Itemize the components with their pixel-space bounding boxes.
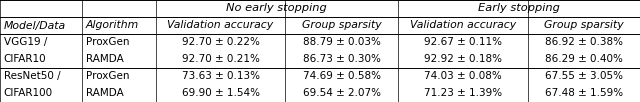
Text: 67.55 ± 3.05%: 67.55 ± 3.05%: [545, 72, 623, 81]
Text: CIFAR100: CIFAR100: [4, 89, 53, 99]
Text: No early stopping: No early stopping: [227, 3, 327, 13]
Text: RAMDA: RAMDA: [86, 89, 124, 99]
Text: 92.92 ± 0.18%: 92.92 ± 0.18%: [424, 54, 502, 64]
Text: Model/Data: Model/Data: [4, 21, 66, 30]
Text: 74.03 ± 0.08%: 74.03 ± 0.08%: [424, 72, 502, 81]
Text: Group sparsity: Group sparsity: [302, 21, 381, 30]
Text: ResNet50 /: ResNet50 /: [4, 72, 60, 81]
Text: 71.23 ± 1.39%: 71.23 ± 1.39%: [424, 89, 502, 99]
Text: 73.63 ± 0.13%: 73.63 ± 0.13%: [182, 72, 260, 81]
Text: ProxGen: ProxGen: [86, 72, 129, 81]
Text: Algorithm: Algorithm: [86, 21, 140, 30]
Text: 69.90 ± 1.54%: 69.90 ± 1.54%: [182, 89, 260, 99]
Text: ProxGen: ProxGen: [86, 38, 129, 48]
Text: Validation accuracy: Validation accuracy: [168, 21, 274, 30]
Text: Early stopping: Early stopping: [478, 3, 560, 13]
Text: 74.69 ± 0.58%: 74.69 ± 0.58%: [303, 72, 381, 81]
Text: Validation accuracy: Validation accuracy: [410, 21, 516, 30]
Text: Group sparsity: Group sparsity: [544, 21, 623, 30]
Text: RAMDA: RAMDA: [86, 54, 124, 64]
Text: 92.67 ± 0.11%: 92.67 ± 0.11%: [424, 38, 502, 48]
Text: 86.29 ± 0.40%: 86.29 ± 0.40%: [545, 54, 623, 64]
Text: 88.79 ± 0.03%: 88.79 ± 0.03%: [303, 38, 381, 48]
Text: 69.54 ± 2.07%: 69.54 ± 2.07%: [303, 89, 381, 99]
Text: VGG19 /: VGG19 /: [4, 38, 47, 48]
Text: 92.70 ± 0.21%: 92.70 ± 0.21%: [182, 54, 259, 64]
Text: 67.48 ± 1.59%: 67.48 ± 1.59%: [545, 89, 623, 99]
Text: CIFAR10: CIFAR10: [4, 54, 47, 64]
Text: 86.92 ± 0.38%: 86.92 ± 0.38%: [545, 38, 623, 48]
Text: 86.73 ± 0.30%: 86.73 ± 0.30%: [303, 54, 381, 64]
Text: 92.70 ± 0.22%: 92.70 ± 0.22%: [182, 38, 259, 48]
